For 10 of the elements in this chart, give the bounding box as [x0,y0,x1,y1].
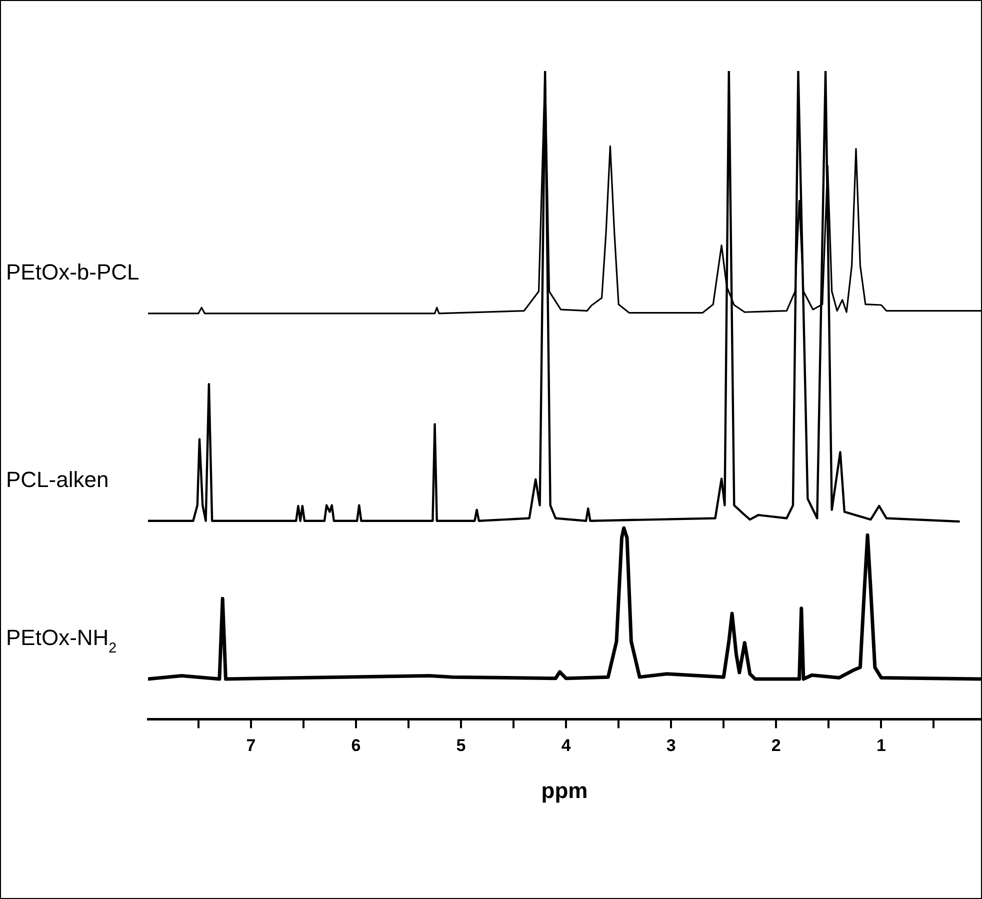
x-tick-label: 1 [876,736,886,756]
text: PCL-alken [6,466,109,492]
x-tick-label: 2 [771,736,781,756]
x-tick-label: 5 [456,736,466,756]
x-tick-label: 7 [246,736,256,756]
x-tick-label: 6 [351,736,361,756]
x-tick-label: 4 [561,736,572,756]
x-tick-label: 3 [666,736,676,756]
series-label: PEtOx-b-PCL [6,259,140,284]
x-axis-title: ppm [541,778,588,803]
